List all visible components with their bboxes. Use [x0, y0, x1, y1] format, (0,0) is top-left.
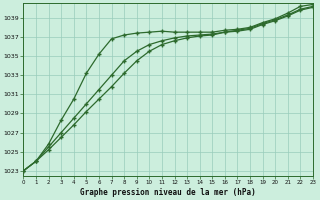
X-axis label: Graphe pression niveau de la mer (hPa): Graphe pression niveau de la mer (hPa): [80, 188, 256, 197]
